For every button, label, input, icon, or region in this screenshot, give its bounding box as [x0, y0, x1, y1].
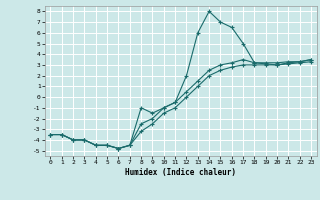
X-axis label: Humidex (Indice chaleur): Humidex (Indice chaleur) [125, 168, 236, 177]
